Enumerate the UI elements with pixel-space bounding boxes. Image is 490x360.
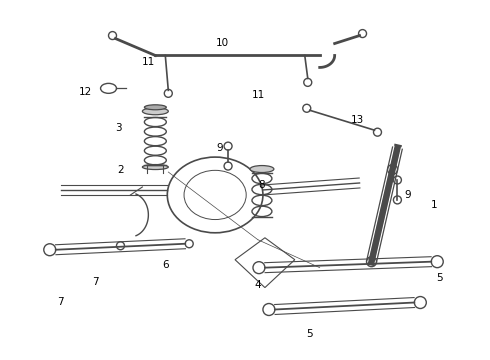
Text: 10: 10 <box>216 37 229 48</box>
Text: 7: 7 <box>92 276 99 287</box>
Text: 13: 13 <box>351 115 364 125</box>
Text: 5: 5 <box>436 273 442 283</box>
Text: 8: 8 <box>259 180 265 190</box>
Text: 11: 11 <box>142 58 155 67</box>
Text: 11: 11 <box>251 90 265 100</box>
Text: 6: 6 <box>162 260 169 270</box>
Text: 3: 3 <box>115 123 122 133</box>
Text: 9: 9 <box>404 190 411 200</box>
Ellipse shape <box>143 108 168 115</box>
Ellipse shape <box>143 165 168 170</box>
Text: 7: 7 <box>57 297 64 306</box>
Text: 1: 1 <box>431 200 438 210</box>
Text: 9: 9 <box>217 143 223 153</box>
Ellipse shape <box>145 105 166 110</box>
Ellipse shape <box>250 166 274 172</box>
Text: 2: 2 <box>117 165 124 175</box>
Text: 5: 5 <box>306 329 313 339</box>
Text: 12: 12 <box>79 87 92 97</box>
Text: 4: 4 <box>255 280 261 289</box>
